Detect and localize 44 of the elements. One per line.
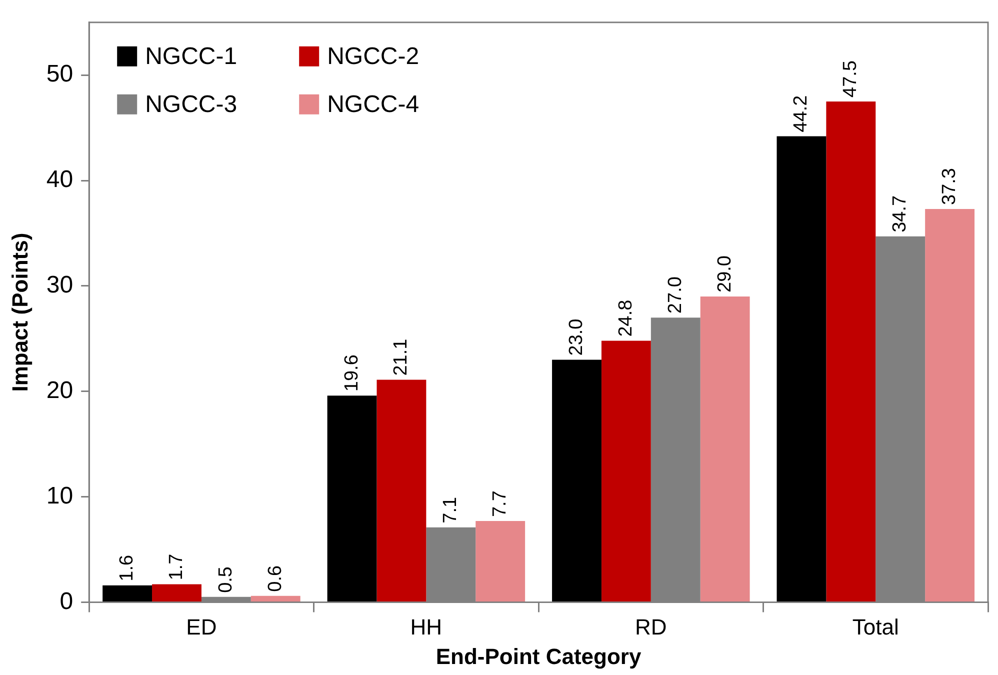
- data-label: 37.3: [939, 168, 960, 205]
- data-label: 21.1: [390, 338, 412, 376]
- y-tick-label: 20: [46, 376, 74, 404]
- y-tick-label: 10: [46, 482, 74, 510]
- y-axis-title: Impact (Points): [7, 232, 32, 392]
- bar: [925, 208, 975, 602]
- data-label: 24.8: [615, 300, 636, 337]
- legend-label: NGCC-4: [327, 91, 420, 118]
- y-tick-label: 40: [46, 166, 74, 194]
- bar: [376, 380, 426, 602]
- data-label: 34.7: [890, 195, 911, 232]
- data-label: 1.6: [116, 554, 138, 582]
- data-label: 47.5: [840, 60, 862, 98]
- data-label: 7.7: [490, 490, 511, 518]
- bar: [102, 585, 152, 602]
- y-tick-label: 50: [46, 60, 74, 88]
- x-axis-title: End-Point Category: [436, 644, 642, 669]
- y-tick-label: 30: [46, 272, 74, 299]
- y-tick-label: 0: [60, 588, 74, 615]
- data-label: 23.0: [566, 318, 587, 356]
- legend-label: NGCC-3: [145, 91, 238, 118]
- bar: [250, 596, 300, 602]
- data-label: 7.1: [440, 496, 462, 524]
- data-label: 0.5: [215, 566, 236, 593]
- x-tick-label: Total: [852, 614, 899, 640]
- bar: [826, 101, 876, 602]
- data-label: 27.0: [664, 276, 686, 314]
- bar: [601, 340, 651, 602]
- bar: [552, 360, 602, 602]
- legend-label: NGCC-2: [327, 43, 420, 70]
- legend-label: NGCC-1: [145, 43, 238, 70]
- bar: [327, 396, 377, 602]
- data-label: 0.6: [264, 565, 286, 592]
- x-tick-label: ED: [186, 614, 217, 640]
- bar: [776, 136, 826, 602]
- data-label: 44.2: [790, 95, 812, 132]
- bar: [152, 584, 202, 602]
- x-tick-label: HH: [410, 614, 442, 640]
- data-label: 19.6: [341, 354, 362, 392]
- data-label: 1.7: [166, 554, 187, 580]
- x-tick-label: RD: [635, 614, 667, 640]
- data-label: 29.0: [714, 256, 736, 292]
- bar: [476, 521, 526, 602]
- bar: [700, 296, 750, 602]
